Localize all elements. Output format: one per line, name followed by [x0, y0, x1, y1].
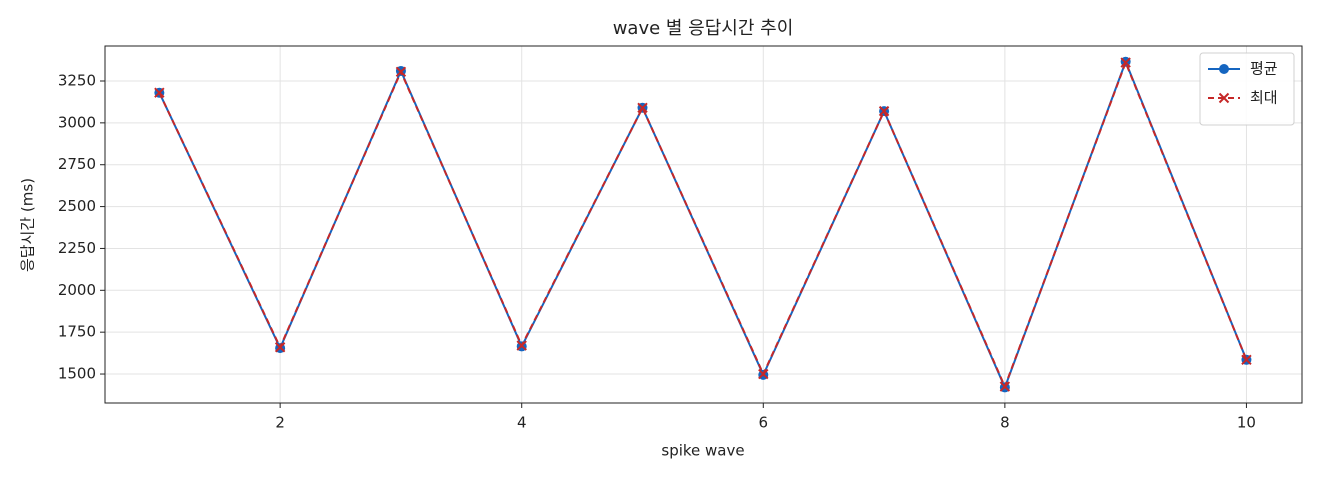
y-tick-label: 3000	[58, 113, 96, 131]
marker	[1120, 57, 1131, 68]
marker	[878, 105, 890, 117]
marker	[1241, 354, 1252, 366]
marker	[154, 87, 165, 98]
marker	[395, 66, 407, 77]
y-tick-label: 3250	[58, 71, 96, 89]
y-tick-label: 1500	[58, 365, 96, 383]
x-tick-label: 8	[1000, 414, 1010, 432]
x-axis-label: spike wave	[661, 442, 744, 460]
y-tick-label: 2500	[58, 197, 96, 215]
plot	[154, 56, 1252, 393]
marker	[274, 342, 286, 353]
marker	[1219, 64, 1229, 74]
marker	[637, 102, 648, 113]
series-line	[158, 59, 1248, 390]
y-tick-label: 1750	[58, 323, 96, 341]
legend-label: 평균	[1250, 60, 1278, 78]
marker	[1218, 92, 1230, 104]
chart-title: wave 별 응답시간 추이	[613, 18, 794, 39]
y-tick-label: 2750	[58, 155, 96, 173]
grid: 1500 1750 2000 2250 2500 2750 3000 3250 2 4 6 8 10	[58, 46, 1302, 432]
marker	[516, 340, 527, 351]
x-tick-label: 10	[1237, 414, 1256, 432]
x-tick-label: 6	[759, 414, 769, 432]
y-tick-label: 2000	[58, 281, 96, 299]
x-tick-label: 2	[275, 414, 285, 432]
y-axis-label: 응답시간 (ms)	[19, 178, 37, 272]
plot-frame	[104, 45, 1303, 404]
legend-label: 최대	[1250, 89, 1278, 107]
legend-box	[1199, 52, 1295, 126]
marker	[758, 368, 769, 380]
x-tick-label: 4	[517, 414, 527, 432]
y-tick-label: 2250	[58, 239, 96, 257]
marker	[999, 381, 1011, 392]
